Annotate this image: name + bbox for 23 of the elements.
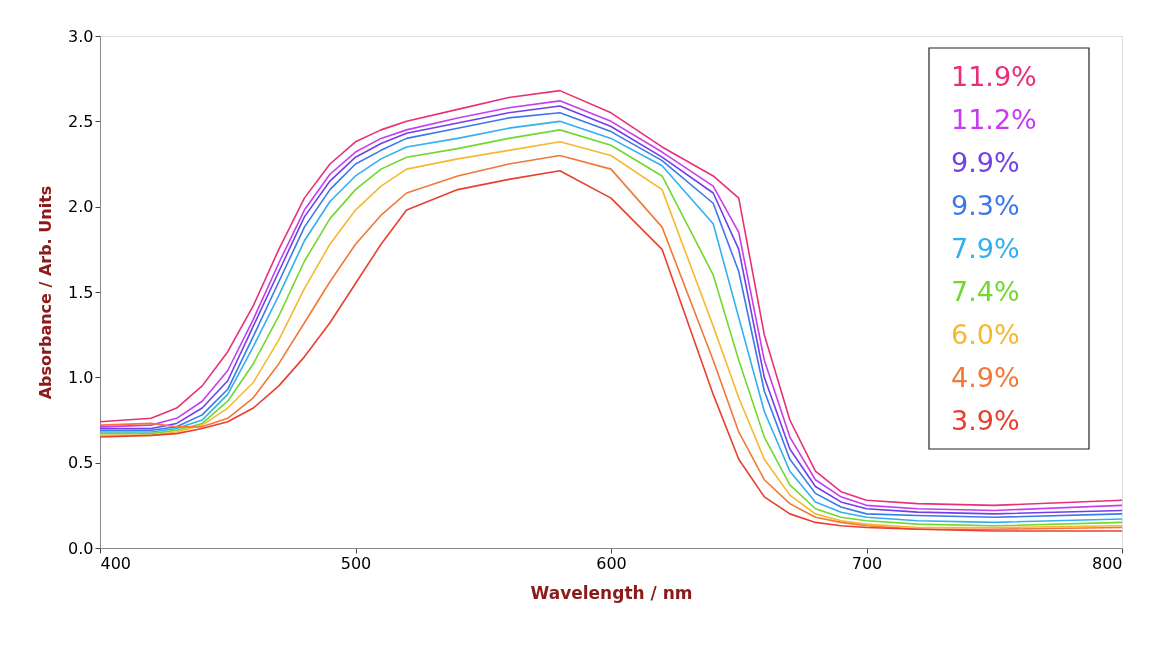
text: 7.9%	[951, 233, 1020, 264]
y-tick-label: 2.0	[68, 197, 94, 217]
text: 9.9%	[951, 147, 1020, 178]
x-axis-title: Wavelength / nm	[530, 582, 693, 603]
text: 3.9%	[951, 405, 1020, 436]
y-tick-label: 0.5	[68, 453, 94, 473]
x-tick-label: 700	[851, 553, 883, 573]
y-tick-label: 3.0	[68, 26, 94, 46]
text: 6.0%	[951, 319, 1020, 350]
x-tick-label: 600	[596, 553, 627, 573]
y-tick-label: 1.5	[68, 282, 94, 302]
y-tick-label: 2.5	[68, 111, 94, 131]
text: 7.4%	[951, 276, 1020, 307]
text: 11.2%	[951, 104, 1037, 135]
y-tick-label: 0.0	[68, 538, 94, 558]
y-tick-label: 1.0	[68, 367, 94, 387]
text: 4.9%	[951, 362, 1020, 393]
x-tick-label: 500	[340, 553, 372, 573]
text: 9.3%	[951, 190, 1020, 221]
x-tick-label: 800	[1091, 553, 1123, 573]
text: 11.9%	[951, 61, 1037, 92]
y-axis-title: Absorbance / Arb. Units	[36, 185, 56, 400]
x-tick-label: 400	[100, 553, 132, 573]
